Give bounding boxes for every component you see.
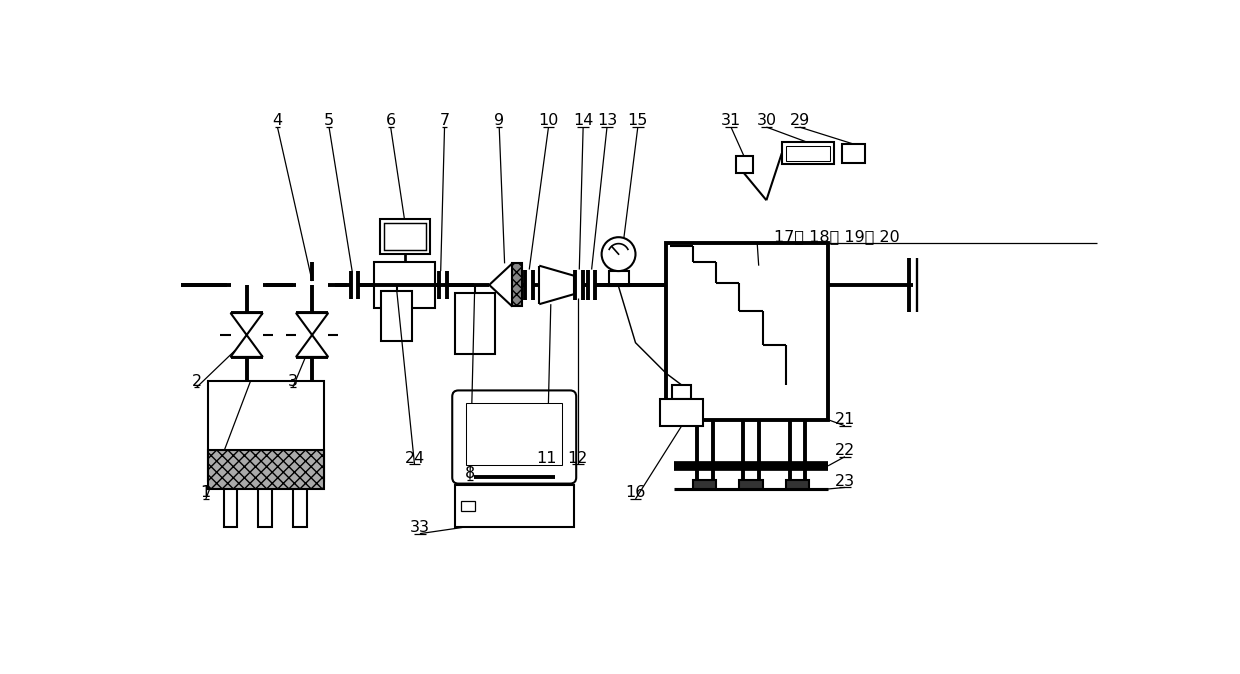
Polygon shape xyxy=(231,335,263,357)
Bar xyxy=(842,144,866,163)
Text: 31: 31 xyxy=(720,113,742,129)
Bar xyxy=(660,399,703,426)
Bar xyxy=(379,220,430,254)
Text: 9: 9 xyxy=(495,113,505,129)
Text: 10: 10 xyxy=(538,113,559,129)
Bar xyxy=(455,293,495,355)
Text: 5: 5 xyxy=(324,113,334,129)
Bar xyxy=(786,480,808,489)
Text: 7: 7 xyxy=(439,113,450,129)
Bar xyxy=(383,223,427,250)
Text: 2: 2 xyxy=(191,373,202,389)
Bar xyxy=(735,156,753,173)
Bar xyxy=(373,262,435,308)
Bar xyxy=(666,243,828,420)
Text: 22: 22 xyxy=(835,443,856,458)
Text: 4: 4 xyxy=(273,113,283,129)
Text: 21: 21 xyxy=(835,412,856,427)
Bar xyxy=(786,146,831,161)
Text: 3: 3 xyxy=(288,373,298,389)
Bar xyxy=(293,481,306,528)
Bar xyxy=(672,385,691,399)
Bar xyxy=(461,501,475,510)
Bar xyxy=(466,403,563,465)
Bar xyxy=(208,450,324,489)
Text: 16: 16 xyxy=(625,485,646,500)
Text: 12: 12 xyxy=(568,451,588,466)
Text: 14: 14 xyxy=(573,113,593,129)
Text: 11: 11 xyxy=(537,451,557,466)
Text: 8: 8 xyxy=(465,466,475,481)
Text: 24: 24 xyxy=(404,451,424,466)
FancyBboxPatch shape xyxy=(453,390,577,483)
Text: 29: 29 xyxy=(790,113,810,129)
Bar xyxy=(208,381,324,481)
Text: 33: 33 xyxy=(410,520,430,535)
Bar xyxy=(739,480,763,489)
Bar xyxy=(258,481,272,528)
Bar xyxy=(382,291,412,341)
Bar xyxy=(781,142,835,164)
Bar xyxy=(693,480,717,489)
Text: 13: 13 xyxy=(596,113,618,129)
Text: 30: 30 xyxy=(756,113,776,129)
Polygon shape xyxy=(296,335,329,357)
Bar xyxy=(223,481,237,528)
Circle shape xyxy=(601,237,635,271)
Bar xyxy=(609,271,629,286)
Text: 17、 18、 19、 20: 17、 18、 19、 20 xyxy=(774,229,900,244)
Polygon shape xyxy=(490,264,512,307)
Text: 15: 15 xyxy=(627,113,649,129)
Text: 6: 6 xyxy=(386,113,396,129)
Polygon shape xyxy=(231,313,263,335)
Bar xyxy=(455,485,574,528)
Polygon shape xyxy=(296,313,329,335)
Text: 23: 23 xyxy=(835,474,856,489)
Bar xyxy=(512,264,522,307)
Text: 1: 1 xyxy=(201,485,211,500)
